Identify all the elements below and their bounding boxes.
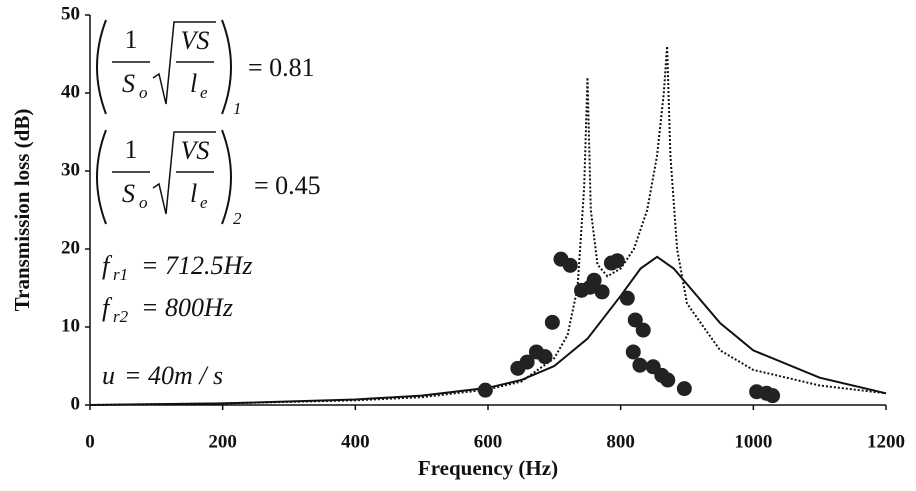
x-tick-label: 200 [208, 431, 237, 452]
parameter-text: = 800Hz [141, 293, 233, 322]
parameter-sub: r2 [113, 307, 129, 326]
parameter: f r1 = 712.5Hz [102, 251, 252, 284]
radical [152, 21, 216, 105]
formula-text: o [139, 193, 148, 212]
x-tick-label: 400 [341, 431, 370, 452]
formula-text: S [122, 69, 135, 98]
data-point [594, 284, 610, 300]
formula: 1 S o VS l e 1 = 0.81 [96, 19, 315, 118]
y-tick-label: 40 [61, 81, 80, 102]
data-point [562, 257, 578, 273]
data-point [635, 322, 651, 338]
data-point [765, 388, 781, 404]
formula-text: = 0.45 [254, 171, 321, 200]
formula-text: o [139, 83, 148, 102]
paren [221, 19, 232, 115]
data-point [676, 381, 692, 397]
y-tick-label: 50 [61, 3, 80, 24]
x-tick-label: 0 [85, 431, 95, 452]
y-tick-label: 20 [61, 237, 80, 258]
data-point [586, 272, 602, 288]
y-tick-label: 30 [61, 159, 80, 180]
formula-text: = 0.81 [248, 53, 315, 82]
y-tick-label: 10 [61, 315, 80, 336]
formula-text: e [200, 83, 208, 102]
data-point [519, 354, 535, 370]
formula: 1 S o VS l e 2 = 0.45 [96, 129, 321, 228]
data-point [537, 349, 553, 365]
x-tick-label: 1000 [734, 431, 772, 452]
paren [96, 129, 107, 225]
formula-text: l [190, 69, 197, 98]
x-axis-label: Frequency (Hz) [418, 456, 558, 480]
data-point [544, 314, 560, 330]
data-point [609, 253, 625, 269]
paren [221, 129, 232, 225]
parameter-symbol: u [102, 361, 115, 390]
data-point [660, 372, 676, 388]
data-point [619, 290, 635, 306]
formula-text: S [122, 179, 135, 208]
formula-text: 2 [233, 209, 242, 228]
data-point [477, 382, 493, 398]
parameter-symbol: f [102, 293, 113, 322]
radical [152, 131, 216, 215]
x-tick-label: 800 [606, 431, 635, 452]
y-axis-label: Transmission loss (dB) [10, 109, 34, 312]
parameter-symbol: f [102, 251, 113, 280]
formula-text: VS [181, 136, 210, 165]
parameter: f r2 = 800Hz [102, 293, 233, 326]
data-point [632, 357, 648, 373]
formula-text: VS [181, 26, 210, 55]
parameter: u = 40m / s [102, 361, 223, 390]
formula-text: e [200, 193, 208, 212]
data-point [625, 344, 641, 360]
y-tick-label: 0 [71, 393, 81, 414]
data-point [627, 312, 643, 328]
parameter-text: = 40m / s [124, 361, 223, 390]
parameter-sub: r1 [113, 265, 128, 284]
line-series [89, 46, 887, 406]
formula-text: 1 [125, 135, 138, 164]
parameter-text: = 712.5Hz [141, 251, 252, 280]
formula-text: l [190, 179, 197, 208]
formula-text: 1 [233, 99, 242, 118]
x-tick-label: 600 [474, 431, 503, 452]
formula-text: 1 [125, 25, 138, 54]
paren [96, 19, 107, 115]
x-tick-label: 1200 [867, 431, 905, 452]
